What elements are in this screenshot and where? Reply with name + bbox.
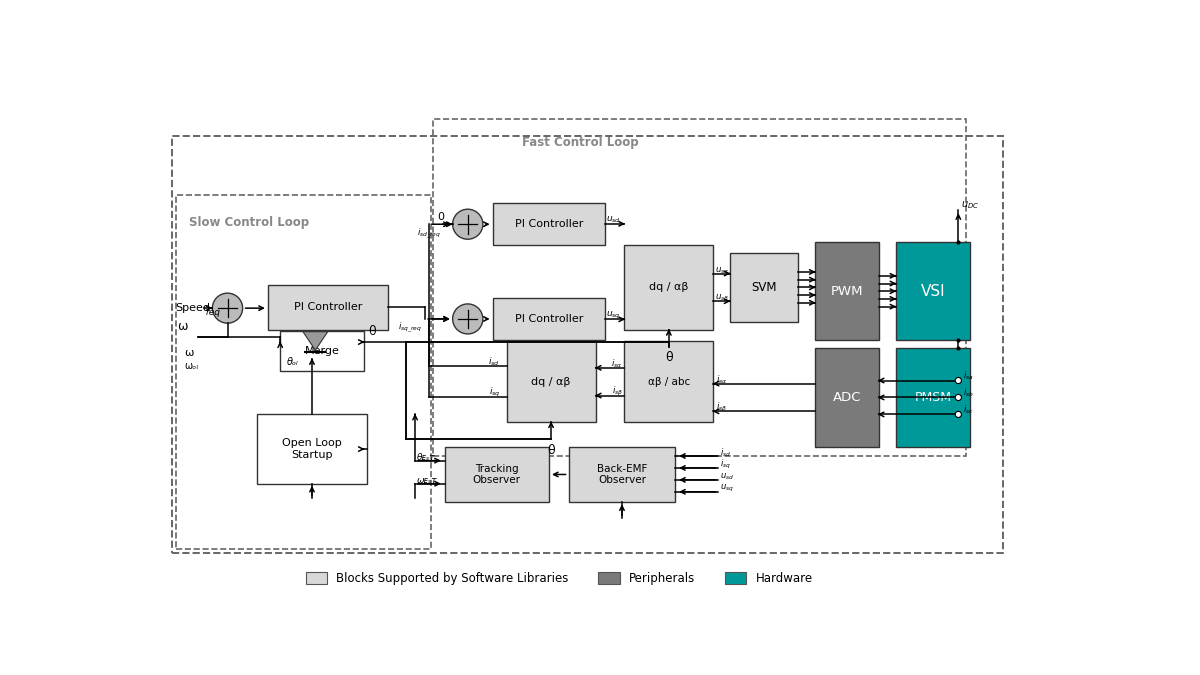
Bar	[433, 119, 966, 456]
Text: SVM: SVM	[751, 281, 776, 294]
Text: Merge: Merge	[305, 346, 340, 356]
Bar	[175, 195, 431, 549]
Text: req: req	[206, 308, 221, 317]
Text: ωᴇₛᴛ: ωᴇₛᴛ	[416, 476, 437, 485]
Text: PMSM: PMSM	[914, 391, 952, 404]
Bar	[569, 447, 676, 502]
Text: $u_{sβ}$: $u_{sβ}$	[715, 292, 730, 304]
Text: $i_{sb}$: $i_{sb}$	[962, 387, 974, 399]
Text: $u_{sd}$: $u_{sd}$	[606, 215, 622, 225]
Text: $i_{sβ}$: $i_{sβ}$	[612, 385, 623, 398]
Text: Open Loop
Startup: Open Loop Startup	[282, 438, 342, 460]
Bar	[257, 414, 367, 484]
Text: $u_{DC}$: $u_{DC}$	[961, 199, 979, 211]
Text: $u_{sq}$: $u_{sq}$	[606, 310, 622, 321]
Text: $u_{sα}$: $u_{sα}$	[715, 265, 730, 275]
Circle shape	[955, 394, 961, 400]
Text: Fast Control Loop: Fast Control Loop	[522, 136, 638, 148]
Bar	[624, 342, 714, 422]
Text: $i_{sα}$: $i_{sα}$	[715, 373, 727, 386]
Text: θᴇₛᴛ: θᴇₛᴛ	[416, 453, 436, 462]
Circle shape	[955, 377, 961, 383]
Text: θ: θ	[547, 443, 554, 457]
Bar	[444, 447, 550, 502]
Text: $i_{sd}$: $i_{sd}$	[488, 356, 500, 368]
Bar	[895, 242, 970, 340]
Circle shape	[452, 304, 482, 334]
Text: $u_{sq}$: $u_{sq}$	[720, 483, 734, 494]
Bar	[815, 242, 878, 340]
Text: ω: ω	[184, 348, 193, 358]
Legend: Blocks Supported by Software Libraries, Peripherals, Hardware: Blocks Supported by Software Libraries, …	[301, 567, 817, 590]
Text: αβ / abc: αβ / abc	[648, 377, 690, 387]
Text: $u_{sd}$: $u_{sd}$	[720, 472, 734, 482]
Text: θ: θ	[367, 325, 376, 338]
Text: $i_{sd\_req}$: $i_{sd\_req}$	[416, 226, 442, 241]
Bar	[492, 298, 605, 340]
Text: ωₒₗ: ωₒₗ	[184, 360, 198, 371]
Text: $i_{sd}$: $i_{sd}$	[720, 447, 732, 459]
Text: $i_{sc}$: $i_{sc}$	[962, 404, 973, 416]
Text: dq / αβ: dq / αβ	[649, 282, 689, 292]
Text: PI Controller: PI Controller	[515, 315, 583, 324]
Text: Slow Control Loop: Slow Control Loop	[188, 216, 308, 229]
Text: θ: θ	[665, 351, 673, 364]
Text: VSI: VSI	[920, 284, 946, 299]
Text: $i_{sq\_req}$: $i_{sq\_req}$	[397, 321, 421, 335]
Text: Speed: Speed	[175, 303, 210, 313]
Bar	[268, 285, 388, 329]
Text: $i_{sa}$: $i_{sa}$	[962, 370, 973, 382]
Text: ω: ω	[176, 320, 187, 333]
Text: $i_{sq}$: $i_{sq}$	[488, 386, 500, 399]
Bar	[815, 348, 878, 447]
Bar	[624, 245, 714, 329]
Text: $i_{sα}$: $i_{sα}$	[611, 358, 623, 370]
Text: $i_{sβ}$: $i_{sβ}$	[715, 401, 727, 414]
Text: PWM: PWM	[830, 285, 863, 298]
Circle shape	[955, 411, 961, 418]
Circle shape	[452, 209, 482, 239]
Circle shape	[212, 293, 242, 323]
Bar	[895, 348, 970, 447]
Text: PI Controller: PI Controller	[515, 219, 583, 229]
Bar	[730, 252, 798, 322]
Text: θₒₗ: θₒₗ	[287, 357, 298, 367]
Text: Tracking
Observer: Tracking Observer	[473, 464, 521, 485]
Text: Back-EMF
Observer: Back-EMF Observer	[596, 464, 647, 485]
Bar	[172, 136, 1002, 553]
Text: 0: 0	[437, 211, 444, 221]
Text: dq / αβ: dq / αβ	[532, 377, 571, 387]
Text: PI Controller: PI Controller	[294, 302, 362, 313]
Bar	[492, 202, 605, 245]
Polygon shape	[302, 331, 328, 350]
Bar	[506, 342, 595, 422]
Bar	[281, 331, 364, 371]
Text: ADC: ADC	[833, 391, 860, 404]
Text: $i_{sq}$: $i_{sq}$	[720, 458, 731, 471]
